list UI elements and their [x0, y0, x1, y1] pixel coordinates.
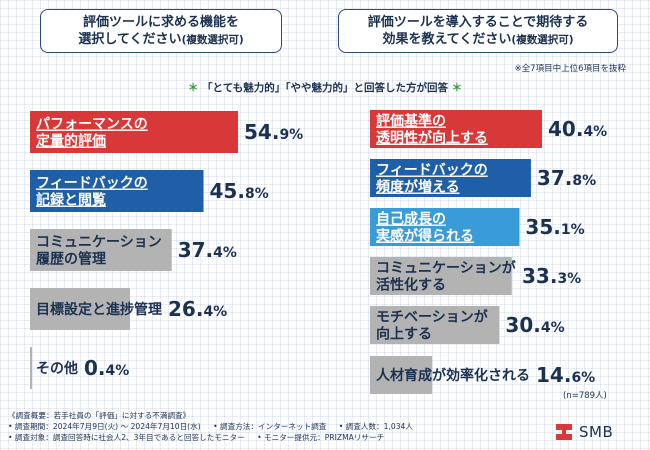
logo-text: SMB [579, 423, 614, 441]
footer-provider: • モニター提供元：PRIZMAリサーチ [257, 433, 385, 442]
left-bar-2 [30, 229, 172, 271]
subtitle-mark-left: ＊ [187, 82, 199, 94]
left-value-label-4: 0.4% [84, 356, 129, 380]
left-bar-label-1-line-0: フィードバックの [36, 176, 148, 192]
right-value-label-4: 30.4% [505, 313, 564, 337]
right-bar-label-4-line-0: モチベーションが [376, 309, 489, 326]
right-bar-label-3-line-0: コミュニケーションが [376, 260, 517, 277]
right-bar-1 [370, 159, 531, 197]
footer-target: • 調査対象：調査回答時に社会人2、3年目であると回答したモニター [8, 433, 245, 442]
right-bar-label-0-line-1: 透明性が向上する [376, 130, 488, 147]
right-bar-2 [370, 208, 520, 246]
left-value-label-1: 45.8% [210, 179, 269, 203]
left-value-label-3: 26.4% [168, 297, 227, 321]
footer-method: • 調査方法：インターネット調査 [213, 422, 327, 431]
left-bar-1 [30, 170, 204, 212]
right-value-label-0: 40.4% [548, 117, 607, 141]
question-right-line1: 評価ツールを導入することで期待する [367, 14, 589, 30]
right-bar-label-1-line-0: フィードバックの [376, 163, 488, 179]
left-bar-label-4-line-0: その他 [36, 360, 78, 377]
question-right-paren: (複数選択可) [511, 33, 574, 46]
footer-line-1: 《調査概要：若手社員の「評価」に対する不満調査》 [8, 410, 200, 421]
footer-period: • 調査期間：2024年7月9日(火) ～ 2024年7月10日(水) [8, 422, 201, 431]
right-bar-label-2-line-0: 自己成長の [376, 211, 446, 228]
left-value-label-2: 37.4% [178, 238, 237, 262]
left-bar-4 [30, 347, 32, 389]
left-bar-label-2-line-0: コミュニケーション [36, 235, 162, 251]
right-bar-4 [370, 306, 500, 344]
question-left-line2: 選択してください [78, 31, 182, 47]
right-bar-label-2-line-1: 実感が得られる [376, 228, 474, 245]
left-bar-3 [30, 288, 131, 330]
right-bar-5 [370, 356, 433, 394]
right-bar-label-5-line-0: 人材育成が効率化される [376, 367, 530, 384]
left-bar-label-3-line-0: 目標設定と進捗管理 [36, 301, 162, 318]
question-box-left: 評価ツールに求める機能を 選択してください(複数選択可) [40, 9, 282, 53]
smb-logo: SMB [553, 421, 613, 443]
left-bar-label-0-line-0: パフォーマンスの [36, 117, 148, 133]
question-box-right: 評価ツールを導入することで期待する 効果を教えてください(複数選択可) [338, 9, 618, 53]
right-bar-label-3-line-1: 活性化する [376, 277, 446, 294]
sample-size-label: (n=789人) [563, 391, 607, 401]
footer-count: • 調査人数：1,034人 [338, 422, 413, 431]
left-bar-0 [30, 111, 238, 153]
left-bar-label-1-line-1: 記録と閲覧 [36, 192, 106, 209]
right-bar-label-0-line-0: 評価基準の [376, 113, 446, 130]
left-bar-label-0-line-1: 定量的評価 [36, 133, 106, 150]
right-value-label-5: 14.6% [536, 363, 595, 387]
right-value-label-3: 33.3% [522, 264, 581, 288]
note-top: ※全7項目中上位6項目を抜粋 [514, 64, 626, 74]
footer-line-3: • 調査対象：調査回答時に社会人2、3年目であると回答したモニター • モニター… [8, 432, 394, 443]
right-bar-label-4-line-1: 向上する [376, 326, 432, 343]
footer-survey-title: 《調査概要：若手社員の「評価」に対する不満調査》 [8, 411, 191, 420]
right-value-label-1: 37.8% [537, 166, 596, 190]
right-bar-label-1-line-1: 頻度が増える [376, 179, 460, 196]
right-bar-0 [370, 110, 542, 148]
subtitle-mark-right: ＊ [451, 82, 463, 94]
question-right-line2: 効果を教えてください [382, 31, 512, 47]
question-left-paren: (複数選択可) [181, 33, 244, 46]
right-value-label-2: 35.1% [525, 215, 584, 239]
left-bar-label-2-line-1: 履歴の管理 [36, 251, 106, 268]
footer-line-2: • 調査期間：2024年7月9日(火) ～ 2024年7月10日(水) • 調査… [8, 421, 423, 432]
subtitle: ＊ 「とても魅力的」「やや魅力的」と回答した方が回答 ＊ [0, 80, 650, 95]
subtitle-text: 「とても魅力的」「やや魅力的」と回答した方が回答 [202, 82, 448, 94]
left-value-label-0: 54.9% [244, 120, 303, 144]
right-bar-3 [370, 257, 512, 295]
logo-mark-icon [556, 424, 572, 440]
question-left-line1: 評価ツールに求める機能を [82, 14, 239, 30]
